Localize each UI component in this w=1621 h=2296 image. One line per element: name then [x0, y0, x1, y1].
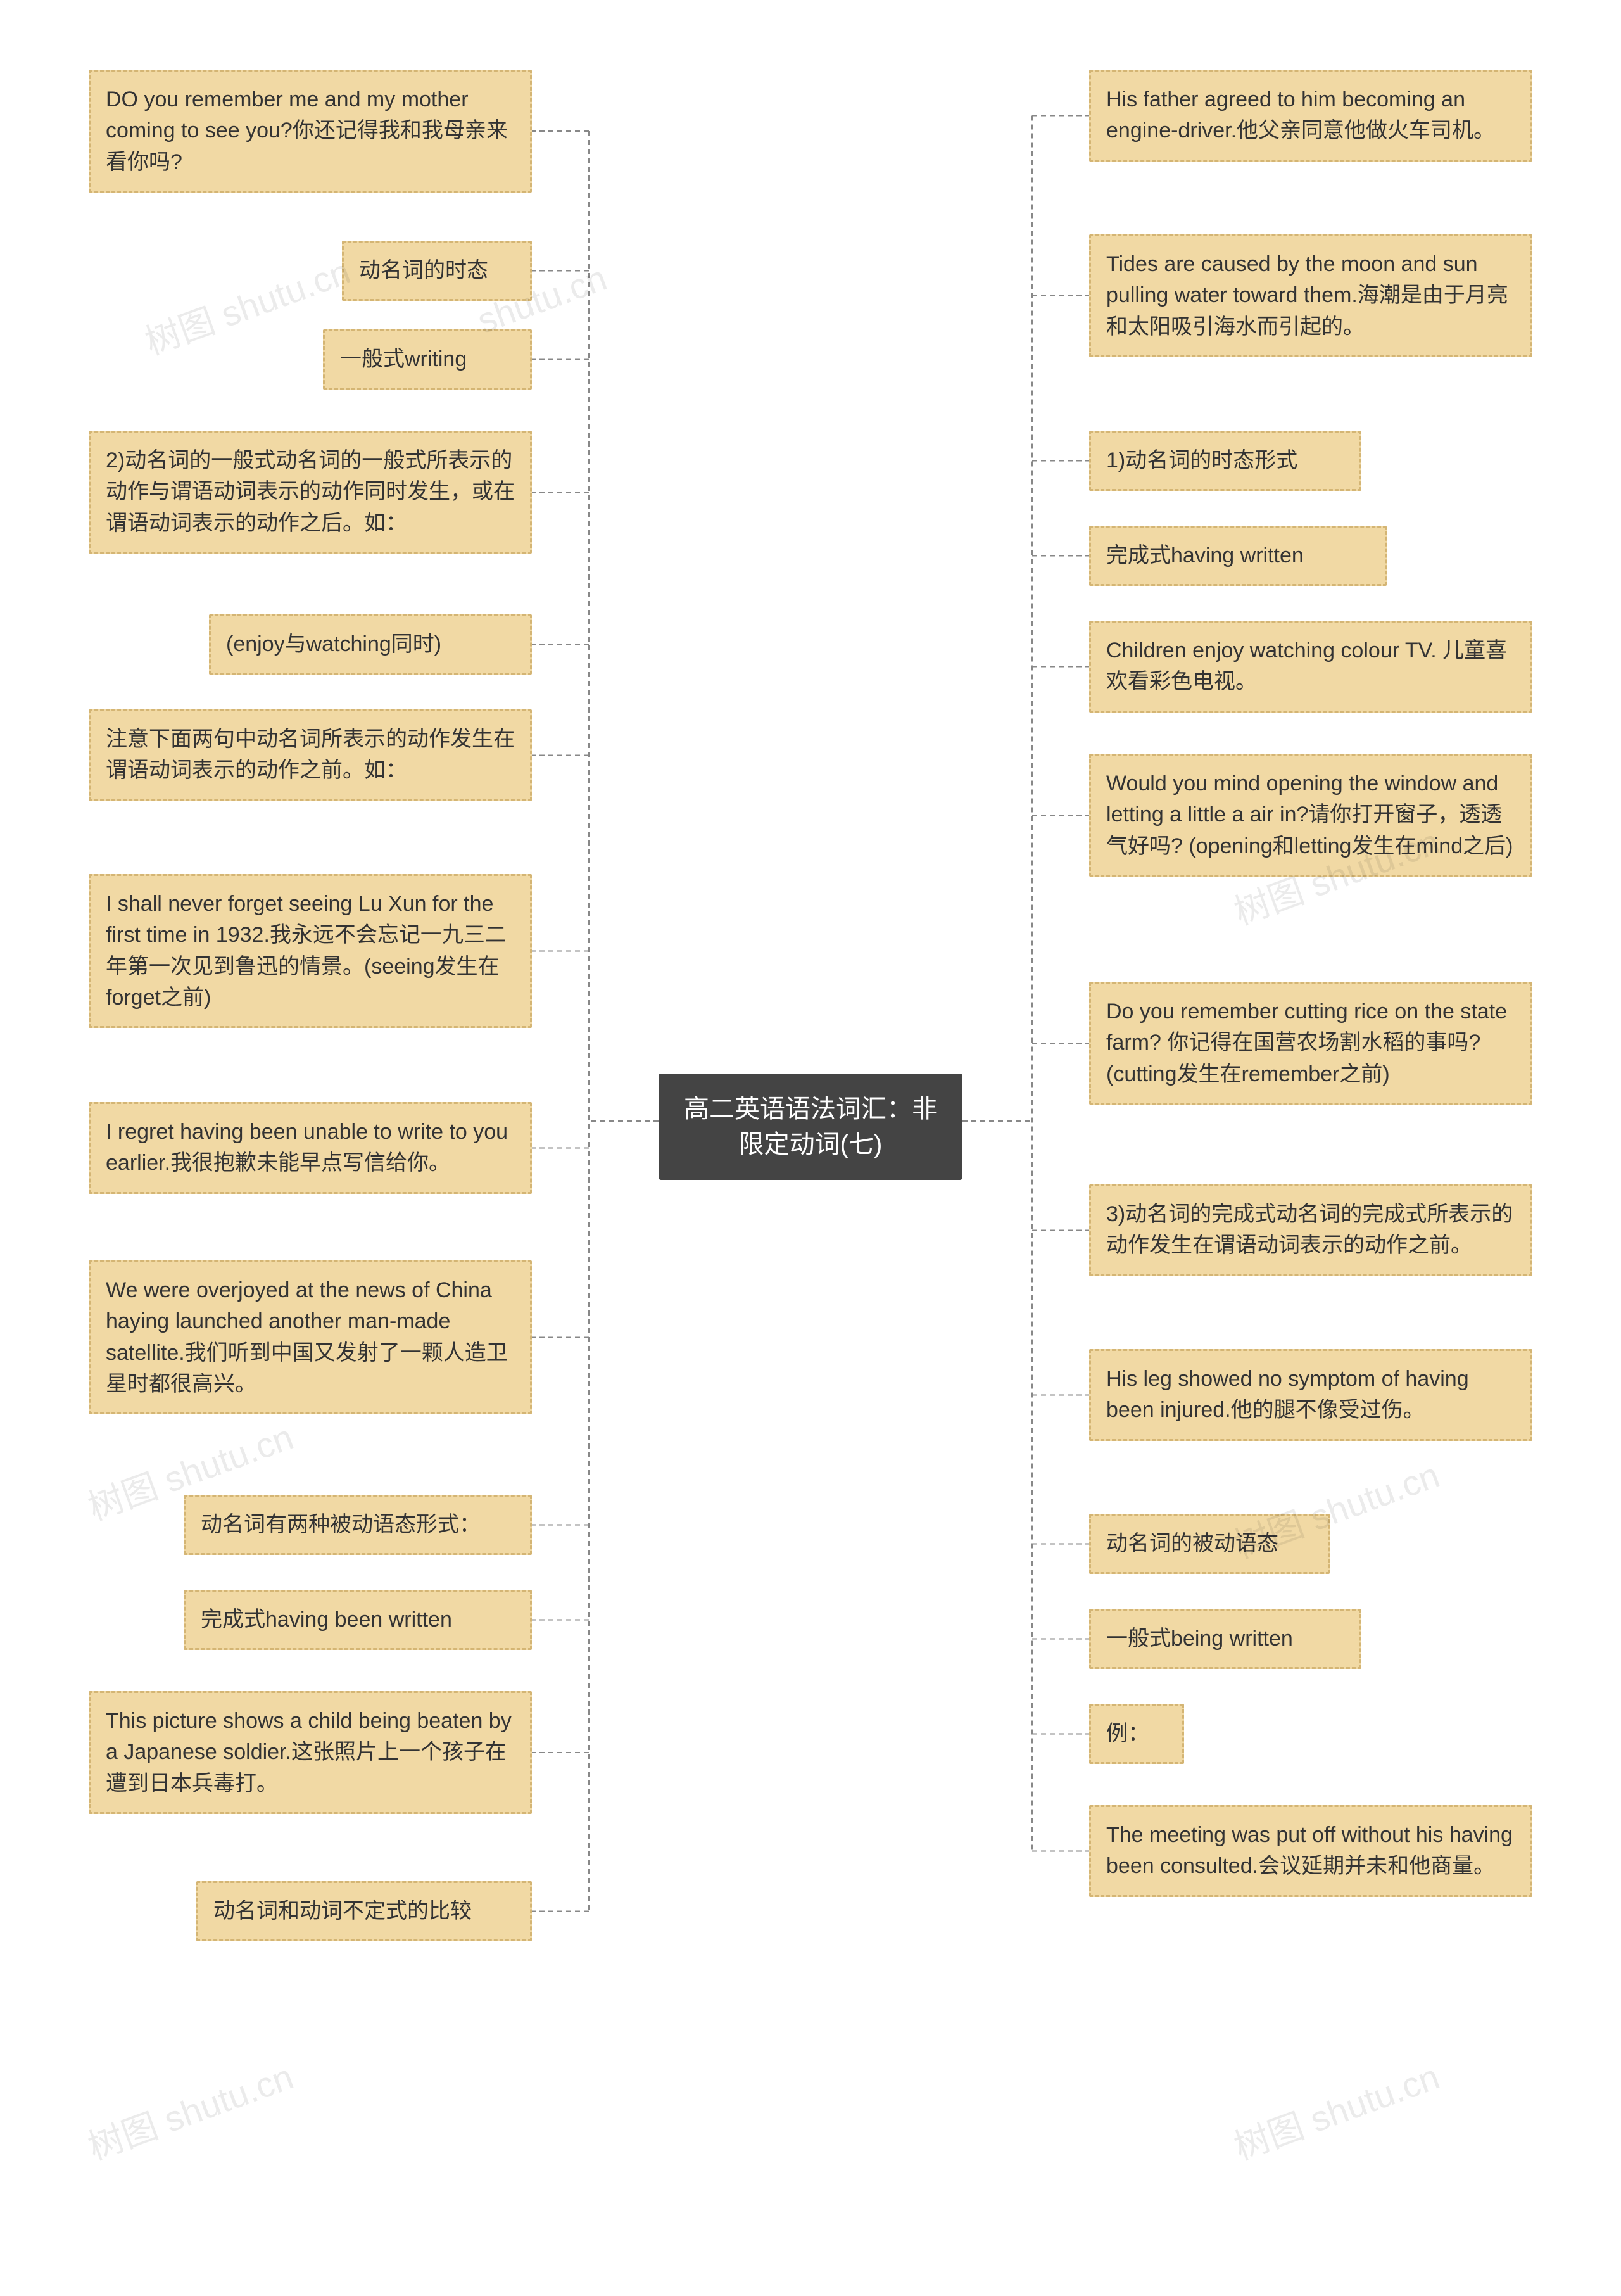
right-node-text: Tides are caused by the moon and sun pul… [1106, 252, 1508, 339]
right-node-text: 动名词的被动语态 [1106, 1532, 1278, 1556]
left-node: 完成式having been written [184, 1590, 532, 1650]
right-node-text: 完成式having written [1106, 543, 1304, 568]
left-node: 动名词的时态 [342, 241, 532, 301]
right-node: Children enjoy watching colour TV. 儿童喜欢看… [1089, 621, 1532, 713]
left-node: 动名词和动词不定式的比较 [196, 1881, 532, 1941]
right-node: 例： [1089, 1704, 1184, 1764]
left-node: I regret having been unable to write to … [89, 1102, 532, 1194]
right-node: Tides are caused by the moon and sun pul… [1089, 234, 1532, 357]
left-node: 2)动名词的一般式动名词的一般式所表示的动作与谓语动词表示的动作同时发生，或在谓… [89, 431, 532, 554]
right-node-text: His leg showed no symptom of having been… [1106, 1367, 1469, 1422]
right-node: 完成式having written [1089, 526, 1387, 586]
center-node-text: 高二英语语法词汇：非限定动词(七) [684, 1095, 937, 1158]
right-node: 一般式being written [1089, 1609, 1361, 1669]
left-node-text: I shall never forget seeing Lu Xun for t… [106, 892, 507, 1010]
left-node-text: 动名词有两种被动语态形式： [201, 1513, 481, 1537]
left-node: 动名词有两种被动语态形式： [184, 1495, 532, 1555]
left-node: DO you remember me and my mother coming … [89, 70, 532, 193]
left-node-text: 完成式having been written [201, 1608, 452, 1632]
left-node-text: 2)动名词的一般式动名词的一般式所表示的动作与谓语动词表示的动作同时发生，或在谓… [106, 448, 515, 535]
left-node: We were overjoyed at the news of China h… [89, 1260, 532, 1414]
left-node-text: We were overjoyed at the news of China h… [106, 1278, 508, 1396]
left-node-text: 注意下面两句中动名词所表示的动作发生在谓语动词表示的动作之前。如： [106, 727, 515, 782]
left-node-text: 动名词的时态 [359, 258, 488, 282]
left-node: 注意下面两句中动名词所表示的动作发生在谓语动词表示的动作之前。如： [89, 709, 532, 801]
right-node-text: 1)动名词的时态形式 [1106, 448, 1297, 473]
right-node-text: The meeting was put off without his havi… [1106, 1823, 1513, 1878]
right-node: Would you mind opening the window and le… [1089, 754, 1532, 877]
left-node-text: 动名词和动词不定式的比较 [213, 1899, 472, 1923]
right-node: 3)动名词的完成式动名词的完成式所表示的动作发生在谓语动词表示的动作之前。 [1089, 1184, 1532, 1276]
left-node: I shall never forget seeing Lu Xun for t… [89, 874, 532, 1028]
right-node: Do you remember cutting rice on the stat… [1089, 982, 1532, 1105]
left-node-text: This picture shows a child being beaten … [106, 1709, 512, 1796]
right-node-text: Would you mind opening the window and le… [1106, 771, 1513, 858]
right-node-text: Children enjoy watching colour TV. 儿童喜欢看… [1106, 638, 1507, 694]
left-node: This picture shows a child being beaten … [89, 1691, 532, 1814]
center-node: 高二英语语法词汇：非限定动词(七) [659, 1074, 962, 1180]
right-node-text: His father agreed to him becoming an eng… [1106, 87, 1495, 143]
watermark: 树图 shutu.cn [1226, 2048, 1446, 2170]
left-node-text: (enjoy与watching同时) [226, 632, 441, 656]
right-node: His father agreed to him becoming an eng… [1089, 70, 1532, 162]
left-node-text: 一般式writing [340, 347, 467, 371]
right-node-text: 例： [1106, 1722, 1149, 1746]
right-node: 1)动名词的时态形式 [1089, 431, 1361, 491]
right-node: His leg showed no symptom of having been… [1089, 1349, 1532, 1441]
left-node: 一般式writing [323, 329, 532, 390]
right-node-text: Do you remember cutting rice on the stat… [1106, 999, 1507, 1086]
right-node: The meeting was put off without his havi… [1089, 1805, 1532, 1897]
left-node-text: I regret having been unable to write to … [106, 1120, 508, 1175]
left-node-text: DO you remember me and my mother coming … [106, 87, 508, 174]
left-node: (enjoy与watching同时) [209, 614, 532, 675]
watermark: 树图 shutu.cn [80, 2048, 300, 2170]
right-node-text: 一般式being written [1106, 1627, 1293, 1651]
right-node: 动名词的被动语态 [1089, 1514, 1330, 1574]
right-node-text: 3)动名词的完成式动名词的完成式所表示的动作发生在谓语动词表示的动作之前。 [1106, 1202, 1513, 1257]
